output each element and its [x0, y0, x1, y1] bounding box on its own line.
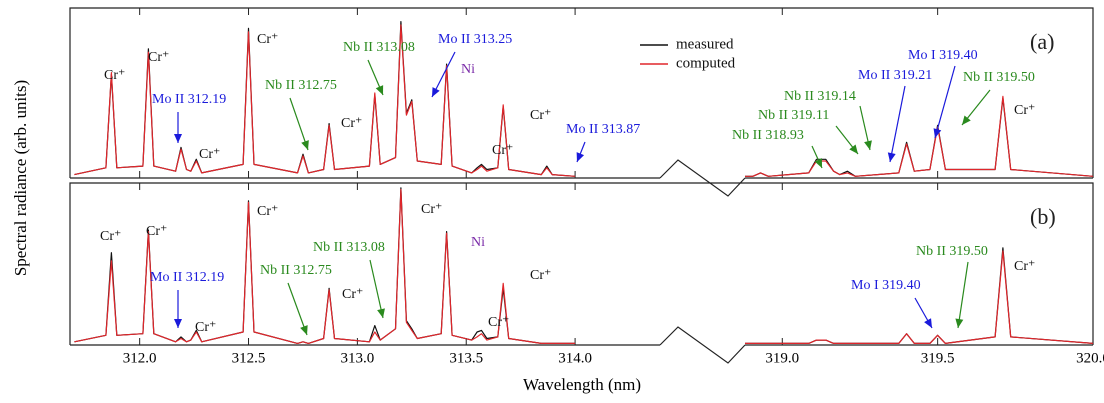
panel-label: (a)	[1030, 29, 1054, 54]
annotation: Cr⁺	[530, 108, 551, 123]
annotation: Nb II 312.75	[265, 78, 337, 93]
annotation: Cr⁺	[199, 147, 220, 162]
panel-label: (b)	[1030, 204, 1056, 229]
annotation: Cr⁺	[257, 204, 278, 219]
annotation: Nb II 313.08	[313, 240, 385, 255]
annotation: Cr⁺	[1014, 103, 1035, 118]
annotation: Cr⁺	[146, 224, 167, 239]
x-tick-label: 313.0	[341, 350, 375, 366]
spectrum-line	[745, 247, 1094, 344]
spectrum-line	[74, 188, 576, 344]
arrowhead	[301, 140, 309, 150]
y-axis-label: Spectral radiance (arb. units)	[11, 80, 30, 276]
arrowhead	[962, 115, 971, 125]
arrowhead	[300, 325, 308, 335]
x-tick-label: 313.5	[449, 350, 483, 366]
arrowhead	[887, 152, 896, 162]
x-tick-label: 314.0	[558, 350, 592, 366]
annotation: Cr⁺	[341, 116, 362, 131]
annotation-arrow	[934, 65, 956, 139]
annotation: Cr⁺	[342, 287, 363, 302]
annotation: Cr⁺	[148, 50, 169, 65]
spectrum-line	[74, 24, 576, 177]
arrowhead	[814, 158, 822, 168]
annotation: Mo II 319.21	[858, 68, 932, 83]
arrowhead	[375, 85, 384, 95]
annotation: Mo II 313.87	[566, 122, 640, 137]
axis-break	[659, 326, 746, 364]
arrowhead	[174, 134, 182, 143]
arrowhead	[849, 144, 858, 154]
annotation: Ni	[471, 235, 485, 250]
arrowhead	[924, 318, 932, 328]
x-tick-label: 319.5	[921, 350, 955, 366]
annotation-arrow	[287, 282, 308, 336]
arrowhead	[955, 318, 964, 328]
arrowhead	[933, 128, 942, 138]
x-tick-label: 319.0	[765, 350, 799, 366]
x-tick-label: 320.0	[1076, 350, 1104, 366]
annotation: Mo I 319.40	[908, 48, 978, 63]
legend-label: computed	[676, 55, 736, 71]
annotation: Nb II 319.11	[758, 108, 829, 123]
spectrum-line	[745, 95, 1094, 177]
frame	[69, 182, 1094, 346]
annotation: Cr⁺	[257, 32, 278, 47]
arrowhead	[864, 140, 872, 150]
arrowhead	[432, 87, 440, 97]
annotation-arrow	[889, 85, 906, 163]
annotation: Mo I 319.40	[851, 278, 921, 293]
annotation: Cr⁺	[100, 229, 121, 244]
annotation-arrow	[289, 97, 309, 151]
arrowhead	[377, 308, 385, 318]
annotation: Mo II 312.19	[150, 270, 224, 285]
axis-break	[659, 159, 746, 197]
annotation: Nb II 312.75	[260, 263, 332, 278]
annotation: Cr⁺	[104, 68, 125, 83]
annotation: Mo II 312.19	[152, 92, 226, 107]
annotation: Nb II 319.50	[916, 244, 988, 259]
annotation: Nb II 319.50	[963, 70, 1035, 85]
annotation: Cr⁺	[1014, 259, 1035, 274]
annotation-arrow	[957, 261, 969, 329]
annotation: Cr⁺	[421, 202, 442, 217]
arrowhead	[174, 319, 182, 328]
legend-label: measured	[676, 36, 734, 52]
annotation: Cr⁺	[195, 320, 216, 335]
annotation: Mo II 313.25	[438, 32, 512, 47]
annotation: Cr⁺	[492, 143, 513, 158]
spectrum-line	[745, 250, 1094, 344]
x-tick-label: 312.5	[232, 350, 266, 366]
annotation: Nb II 318.93	[732, 128, 804, 143]
x-axis-label: Wavelength (nm)	[523, 375, 641, 394]
annotation: Cr⁺	[488, 315, 509, 330]
annotation: Cr⁺	[530, 268, 551, 283]
annotation: Ni	[461, 62, 475, 77]
annotation: Nb II 319.14	[784, 89, 856, 104]
annotation-arrow	[369, 259, 384, 319]
arrowhead	[576, 152, 585, 162]
x-tick-label: 312.0	[123, 350, 157, 366]
annotation: Nb II 313.08	[343, 40, 415, 55]
frame	[69, 7, 1094, 179]
